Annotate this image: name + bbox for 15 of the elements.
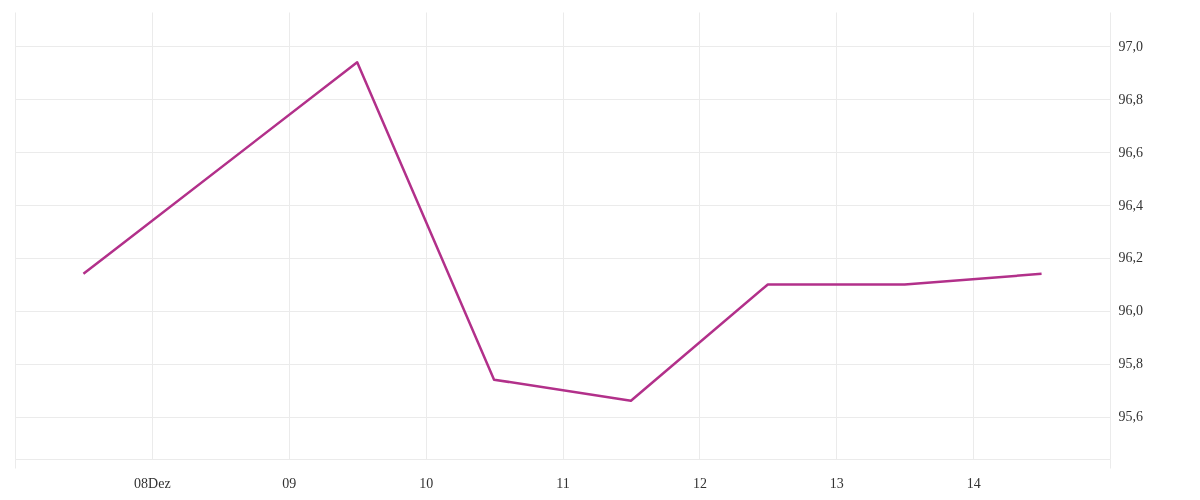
y-tick-label: 96,4: [1118, 197, 1143, 213]
x-tick-label: 09: [282, 475, 297, 491]
x-tick-label: 08Dez: [134, 475, 171, 491]
x-tick-label: 13: [829, 475, 844, 491]
y-tick-label: 95,8: [1118, 356, 1143, 372]
y-tick-label: 97,0: [1118, 38, 1143, 54]
y-tick-label: 96,0: [1118, 303, 1143, 319]
x-tick-label: 14: [966, 475, 981, 491]
y-tick-label: 96,6: [1118, 144, 1143, 160]
x-tick-label: 12: [692, 475, 707, 491]
y-tick-label: 95,6: [1118, 409, 1143, 425]
x-tick-label: 10: [419, 475, 434, 491]
x-tick-label: 11: [556, 475, 570, 491]
y-tick-label: 96,2: [1118, 250, 1143, 266]
y-tick-label: 96,8: [1118, 91, 1143, 107]
